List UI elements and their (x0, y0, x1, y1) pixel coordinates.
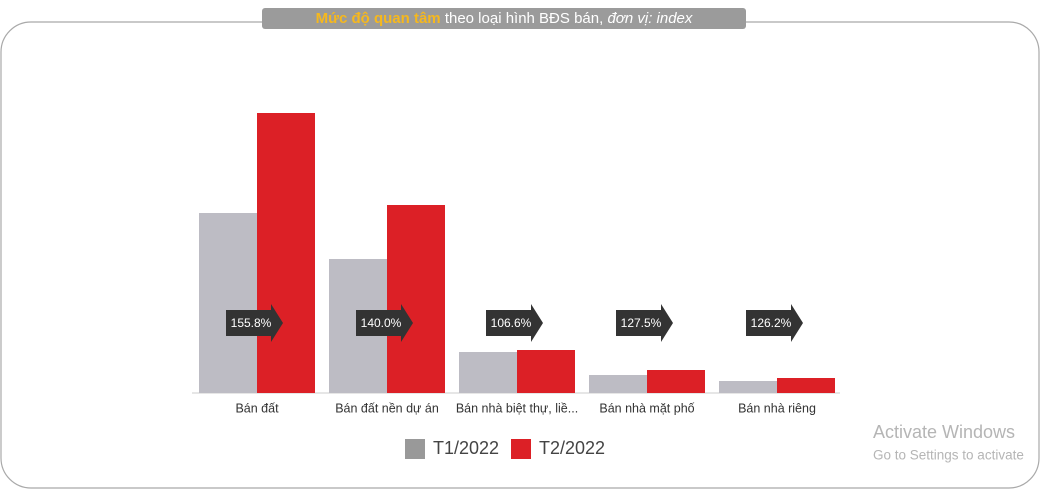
x-tick-label: Bán nhà riêng (738, 401, 816, 415)
chart-title: Mức độ quan tâm theo loại hình BĐS bán, … (316, 10, 693, 27)
x-tick-label: Bán đất (235, 401, 279, 415)
x-tick-label: Bán nhà mặt phố (599, 401, 694, 415)
bar (777, 378, 835, 393)
title-box (262, 8, 746, 29)
frame (0, 21, 1040, 489)
bar (387, 205, 445, 393)
x-tick-label: Bán nhà biệt thự, liề... (456, 401, 578, 415)
growth-arrow (616, 304, 673, 342)
watermark-subtitle: Go to Settings to activate (873, 448, 1024, 463)
bar (719, 381, 777, 393)
watermark-title: Activate Windows (873, 422, 1015, 442)
growth-label: 140.0% (361, 316, 402, 330)
legend-label: T2/2022 (539, 438, 605, 458)
legend-label: T1/2022 (433, 438, 499, 458)
legend-swatch (511, 439, 531, 459)
growth-arrow (226, 304, 283, 342)
title-unit: đơn vị: index (607, 10, 692, 27)
growth-label: 155.8% (231, 316, 272, 330)
growth-label: 127.5% (621, 316, 662, 330)
title-main: theo loại hình BĐS bán, (445, 10, 603, 27)
title-highlight: Mức độ quan tâm (316, 10, 441, 27)
growth-arrow (746, 304, 803, 342)
x-tick-label: Bán đất nền dự án (335, 401, 439, 415)
bar (517, 350, 575, 393)
growth-label: 106.6% (491, 316, 532, 330)
growth-arrow (486, 304, 543, 342)
bar (647, 370, 705, 393)
growth-label: 126.2% (751, 316, 792, 330)
growth-arrow (356, 304, 413, 342)
bar (199, 213, 257, 393)
bar (257, 113, 315, 393)
bar (459, 352, 517, 393)
legend-swatch (405, 439, 425, 459)
bar (589, 375, 647, 393)
